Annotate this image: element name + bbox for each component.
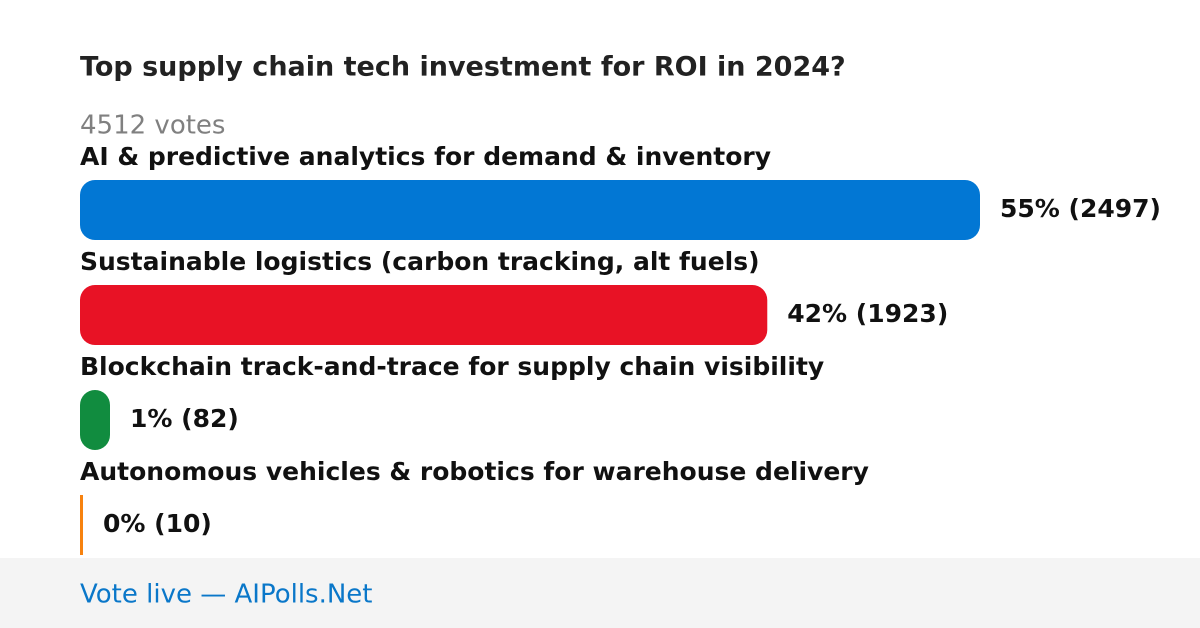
value-label: 0% (10) <box>103 509 212 538</box>
option-label: Autonomous vehicles & robotics for wareh… <box>80 457 869 486</box>
poll-title: Top supply chain tech investment for ROI… <box>80 52 846 83</box>
option-label: Blockchain track-and-trace for supply ch… <box>80 352 824 381</box>
value-label: 1% (82) <box>130 404 239 433</box>
bar <box>80 285 768 345</box>
bar <box>80 180 980 240</box>
bar <box>80 390 110 450</box>
value-label: 55% (2497) <box>1000 194 1161 223</box>
option-label: AI & predictive analytics for demand & i… <box>80 142 771 171</box>
vote-count: 4512 votes <box>80 111 225 141</box>
bar <box>80 495 83 555</box>
footer-link[interactable]: Vote live — AIPolls.Net <box>80 580 373 610</box>
footer-bar <box>0 558 1200 628</box>
option-label: Sustainable logistics (carbon tracking, … <box>80 247 760 276</box>
value-label: 42% (1923) <box>787 299 948 328</box>
